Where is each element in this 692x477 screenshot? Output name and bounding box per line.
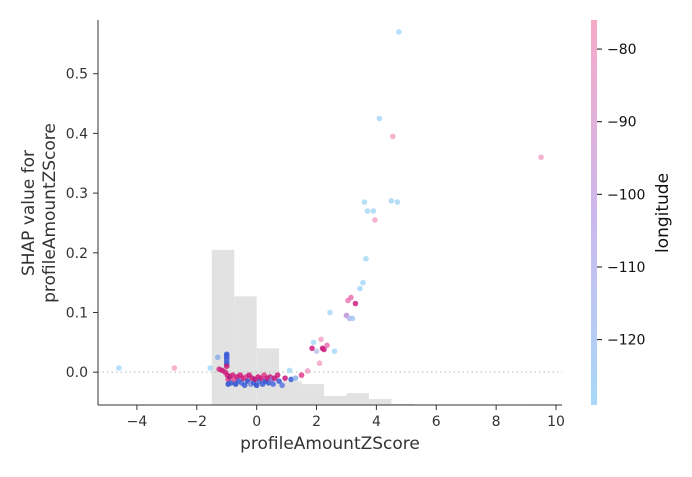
x-tick-label-6: 8 <box>492 414 501 430</box>
data-point-2 <box>207 365 213 371</box>
x-tick-label-0: −4 <box>127 414 148 430</box>
y-tick-label-4: 0.4 <box>66 126 88 142</box>
y-axis-title-line2: profileAmountZScore <box>40 123 60 303</box>
data-point-77 <box>371 208 377 214</box>
x-tick-label-7: 10 <box>547 414 565 430</box>
data-point-60 <box>318 337 324 343</box>
x-tick-label-4: 4 <box>372 414 381 430</box>
data-point-83 <box>396 29 402 35</box>
data-point-70 <box>350 316 356 322</box>
data-point-78 <box>372 217 378 223</box>
y-tick-label-3: 0.3 <box>66 186 88 202</box>
data-point-57 <box>311 340 317 346</box>
data-point-74 <box>362 199 368 205</box>
colorbar-tick-label-0: −80 <box>607 42 637 58</box>
histogram-bar-1 <box>234 296 256 405</box>
data-point-12 <box>224 363 230 369</box>
y-tick-label-1: 0.1 <box>66 305 88 321</box>
x-tick-label-5: 6 <box>432 414 441 430</box>
y-tick-label-0: 0.0 <box>66 365 88 381</box>
data-point-75 <box>363 256 369 262</box>
histogram-bar-5 <box>324 396 346 405</box>
data-point-1 <box>172 365 178 371</box>
data-point-69 <box>348 295 354 301</box>
histogram-bar-4 <box>302 384 324 405</box>
data-point-49 <box>279 383 285 389</box>
data-point-53 <box>293 375 299 381</box>
data-point-50 <box>282 375 288 381</box>
data-point-3 <box>215 354 221 360</box>
data-point-0 <box>116 365 122 371</box>
data-point-65 <box>332 348 338 354</box>
y-axis-title-line1: SHAP value for <box>19 150 39 276</box>
data-point-58 <box>314 348 320 354</box>
colorbar-tick-label-1: −90 <box>607 115 637 131</box>
data-point-59 <box>317 360 323 366</box>
data-point-71 <box>353 301 359 307</box>
colorbar-title: longitude <box>653 173 673 253</box>
data-point-51 <box>287 368 293 374</box>
histogram-bar-7 <box>369 399 391 405</box>
data-point-72 <box>357 286 363 292</box>
data-point-63 <box>324 343 330 349</box>
colorbar-tick-label-4: −120 <box>607 333 645 349</box>
x-tick-label-3: 2 <box>312 414 321 430</box>
data-point-54 <box>299 372 305 378</box>
data-point-45 <box>270 381 276 387</box>
data-point-79 <box>377 116 383 122</box>
data-point-80 <box>389 198 395 204</box>
data-point-64 <box>327 310 333 316</box>
data-point-84 <box>538 154 544 160</box>
data-point-73 <box>360 280 366 286</box>
y-tick-label-2: 0.2 <box>66 246 88 262</box>
y-tick-label-5: 0.5 <box>66 67 88 83</box>
data-point-81 <box>390 134 396 140</box>
x-tick-label-1: −2 <box>186 414 207 430</box>
x-axis-ticks: −4 −2 0 2 4 6 8 10 <box>127 405 565 430</box>
data-point-55 <box>305 368 311 374</box>
colorbar-tick-label-3: −110 <box>607 260 645 276</box>
x-tick-label-2: 0 <box>252 414 261 430</box>
y-axis-ticks: 0.0 0.1 0.2 0.3 0.4 0.5 <box>66 67 98 381</box>
colorbar-tick-label-2: −100 <box>607 187 645 203</box>
scatter-points <box>116 29 544 388</box>
data-point-76 <box>365 208 371 214</box>
x-axis-title: profileAmountZScore <box>240 434 420 454</box>
colorbar-ticks: −80 −90 −100 −110 −120 <box>597 42 645 349</box>
data-point-82 <box>395 199 401 205</box>
data-point-47 <box>275 372 281 378</box>
histogram-bar-6 <box>346 393 368 405</box>
colorbar <box>591 20 597 405</box>
